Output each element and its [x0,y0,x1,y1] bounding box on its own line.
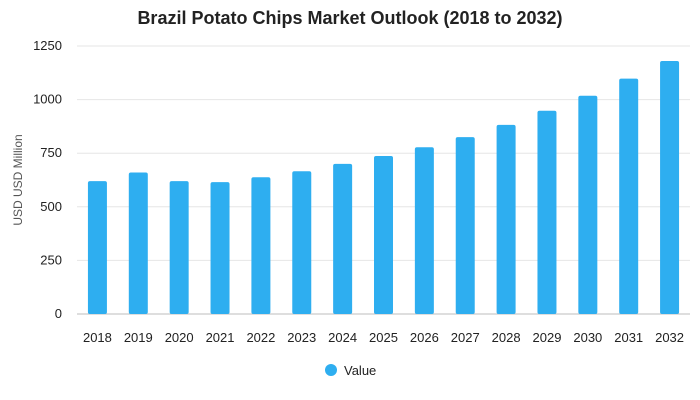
x-tick-label: 2032 [655,330,684,345]
y-tick-label: 750 [40,145,62,160]
bar[interactable] [619,78,639,314]
bar[interactable] [128,172,148,314]
x-tick-label: 2026 [410,330,439,345]
legend-marker [325,364,337,376]
x-tick-label: 2021 [206,330,235,345]
x-tick-label: 2031 [614,330,643,345]
bar[interactable] [210,182,230,314]
bar[interactable] [660,61,680,315]
y-axis-title: USD USD Million [11,134,25,225]
x-tick-label: 2018 [83,330,112,345]
bar[interactable] [496,124,516,314]
bar[interactable] [169,181,189,314]
bar[interactable] [374,155,393,314]
x-tick-label: 2023 [287,330,316,345]
x-tick-label: 2025 [369,330,398,345]
y-tick-label: 500 [40,199,62,214]
bar[interactable] [537,110,557,314]
x-tick-label: 2029 [533,330,562,345]
y-axis: 0 250 500 750 1000 1250 [33,38,62,321]
x-tick-label: 2024 [328,330,357,345]
bar[interactable] [455,137,475,314]
chart-title: Brazil Potato Chips Market Outlook (2018… [137,8,562,28]
bar[interactable] [578,95,598,314]
legend[interactable]: Value [325,363,376,378]
x-tick-label: 2027 [451,330,480,345]
x-tick-label: 2022 [246,330,275,345]
y-tick-label: 0 [55,306,62,321]
y-tick-label: 250 [40,252,62,267]
bars [87,61,680,315]
bar[interactable] [333,163,353,314]
y-tick-label: 1000 [33,92,62,107]
bar[interactable] [87,181,107,314]
bar[interactable] [292,171,312,314]
legend-label: Value [344,363,376,378]
x-tick-label: 2019 [124,330,153,345]
x-tick-label: 2030 [573,330,602,345]
bar[interactable] [251,177,271,314]
x-tick-label: 2020 [165,330,194,345]
bar[interactable] [414,147,434,314]
x-tick-label: 2028 [492,330,521,345]
y-tick-label: 1250 [33,38,62,53]
x-axis: 2018 2019 2020 2021 2022 2023 2024 2025 2026 2027… [83,330,684,345]
